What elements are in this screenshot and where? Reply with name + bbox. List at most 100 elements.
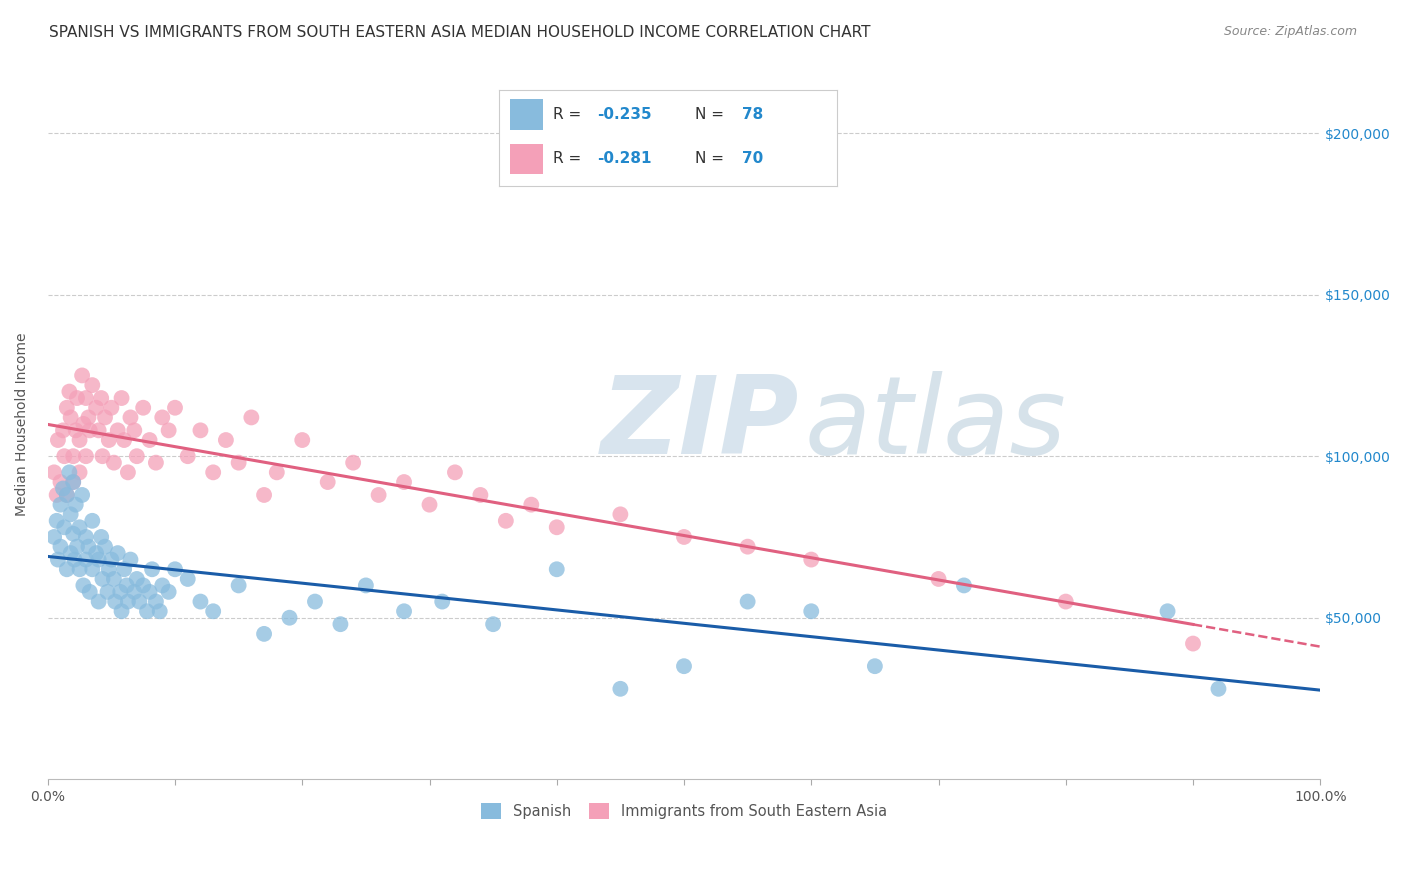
Text: ZIP: ZIP — [602, 371, 800, 477]
Point — [69, 562, 91, 576]
Point — [84, 401, 107, 415]
Point — [120, 410, 142, 425]
Point — [94, 410, 117, 425]
Point — [316, 475, 339, 489]
Point — [97, 433, 120, 447]
Point — [150, 578, 173, 592]
Point — [177, 572, 200, 586]
Text: atlas: atlas — [804, 371, 1067, 476]
Point — [52, 423, 75, 437]
Point — [103, 456, 125, 470]
Point — [70, 368, 93, 383]
Point — [96, 585, 118, 599]
Point — [110, 585, 132, 599]
Point — [163, 401, 186, 415]
Point — [100, 401, 122, 415]
Point — [120, 552, 142, 566]
Point — [1156, 604, 1178, 618]
Point — [104, 594, 127, 608]
Point — [520, 498, 543, 512]
Point — [138, 433, 160, 447]
Point — [56, 488, 79, 502]
Point — [62, 475, 84, 489]
Point — [342, 456, 364, 470]
Point — [367, 488, 389, 502]
Point — [42, 530, 65, 544]
Point — [63, 552, 86, 566]
Point — [125, 449, 148, 463]
Point — [202, 466, 225, 480]
Point — [470, 488, 492, 502]
Point — [59, 410, 82, 425]
Point — [145, 456, 167, 470]
Point — [138, 585, 160, 599]
Point — [69, 466, 91, 480]
Point — [77, 540, 100, 554]
Point — [149, 604, 172, 618]
Point — [58, 466, 80, 480]
Point — [482, 617, 505, 632]
Point — [56, 401, 79, 415]
Point — [132, 578, 155, 592]
Point — [69, 433, 91, 447]
Point — [82, 514, 104, 528]
Point — [953, 578, 976, 592]
Point — [800, 604, 823, 618]
Point — [110, 604, 132, 618]
Point — [107, 546, 129, 560]
Point — [94, 540, 117, 554]
Point — [72, 578, 94, 592]
Point — [392, 475, 415, 489]
Point — [77, 410, 100, 425]
Point — [75, 449, 97, 463]
Point — [141, 562, 163, 576]
Point — [79, 585, 101, 599]
Point — [737, 540, 759, 554]
Point — [112, 433, 135, 447]
Point — [392, 604, 415, 618]
Point — [91, 449, 114, 463]
Point — [253, 627, 276, 641]
Point — [62, 449, 84, 463]
Point — [62, 526, 84, 541]
Point — [87, 594, 110, 608]
Point — [82, 378, 104, 392]
Point — [58, 384, 80, 399]
Point — [177, 449, 200, 463]
Point — [42, 466, 65, 480]
Point — [928, 572, 950, 586]
Point — [228, 578, 250, 592]
Point — [103, 572, 125, 586]
Point — [46, 552, 69, 566]
Point — [112, 562, 135, 576]
Point — [278, 611, 301, 625]
Point — [69, 520, 91, 534]
Point — [56, 562, 79, 576]
Point — [110, 391, 132, 405]
Point — [90, 530, 112, 544]
Point — [66, 540, 89, 554]
Point — [1182, 636, 1205, 650]
Point — [79, 423, 101, 437]
Point — [432, 594, 454, 608]
Point — [228, 456, 250, 470]
Point — [66, 391, 89, 405]
Point — [65, 423, 87, 437]
Point — [56, 488, 79, 502]
Point — [1208, 681, 1230, 696]
Point — [49, 540, 72, 554]
Point — [49, 475, 72, 489]
Text: Source: ZipAtlas.com: Source: ZipAtlas.com — [1223, 25, 1357, 38]
Point — [136, 604, 159, 618]
Point — [609, 508, 631, 522]
Point — [70, 488, 93, 502]
Point — [145, 594, 167, 608]
Point — [100, 552, 122, 566]
Point — [107, 423, 129, 437]
Point — [45, 514, 67, 528]
Point — [49, 498, 72, 512]
Point — [115, 578, 138, 592]
Point — [253, 488, 276, 502]
Point — [87, 552, 110, 566]
Point — [59, 508, 82, 522]
